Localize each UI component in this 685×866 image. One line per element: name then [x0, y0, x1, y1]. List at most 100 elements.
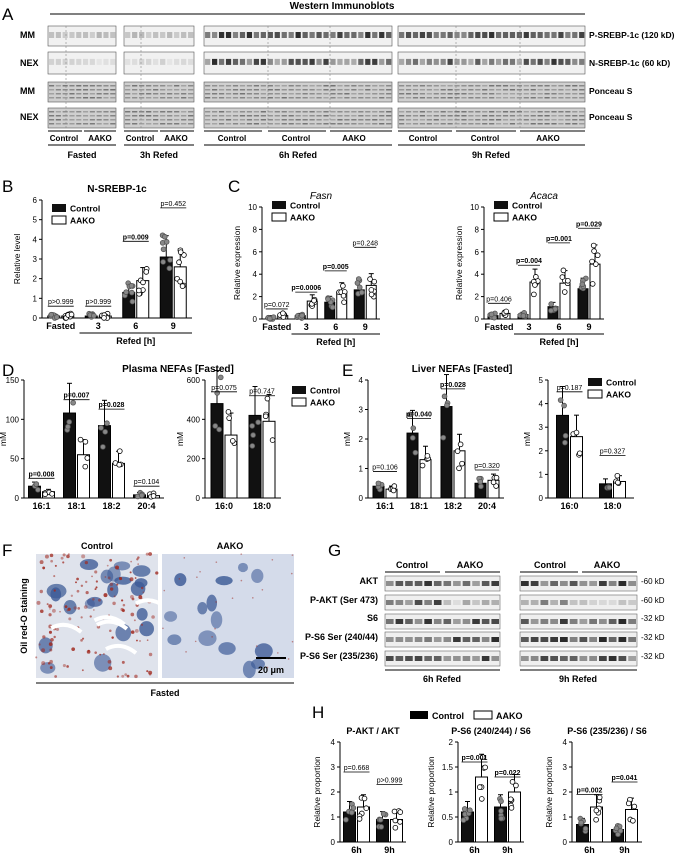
- x-axis-label: Refed [h]: [316, 337, 355, 347]
- ponceau-band: [232, 123, 239, 125]
- lipid-droplet: [70, 594, 74, 597]
- ponceau-band: [55, 115, 61, 117]
- lipid-droplet: [49, 608, 51, 610]
- ponceau-band: [167, 93, 173, 95]
- g-blot-band: [589, 581, 597, 586]
- blot-band: [405, 58, 412, 65]
- blot-band: [379, 32, 385, 38]
- ponceau-band: [516, 89, 522, 91]
- legend-label-control: Control: [310, 386, 340, 396]
- ponceau-band: [267, 111, 273, 113]
- blot-lane-block: [47, 81, 117, 103]
- lipid-droplet: [76, 577, 79, 581]
- data-point: [380, 811, 387, 817]
- ponceau-band: [274, 111, 280, 113]
- nucleus-mark: [93, 653, 112, 672]
- ponceau-band: [365, 111, 371, 113]
- blot-group-labels: Control AAKO Control AAKO Control Contro…: [50, 134, 560, 143]
- lipid-droplet: [277, 652, 279, 654]
- ponceau-band: [405, 89, 412, 91]
- x-tick-label: 16:1: [32, 501, 50, 511]
- data-point: [593, 807, 600, 814]
- nucleus-mark: [40, 662, 56, 674]
- blot-lane-block: [123, 51, 195, 75]
- ponceau-band: [419, 93, 426, 95]
- blot-band: [316, 32, 322, 38]
- ponceau-band: [253, 119, 260, 121]
- x-tick-label: Fasted: [262, 322, 291, 332]
- ponceau-band: [316, 111, 322, 113]
- ponceau-band: [496, 93, 502, 95]
- ponceau-band: [509, 97, 516, 99]
- ponceau-band: [405, 115, 412, 117]
- p-value-label: p=0.008: [29, 471, 55, 478]
- blot-band: [551, 58, 557, 65]
- panel-letter-h: H: [312, 703, 324, 722]
- ponceau-band: [372, 97, 378, 99]
- row-label-mm-2: MM: [20, 86, 35, 96]
- g-kd-3: -32 kD: [641, 614, 665, 623]
- lipid-droplet: [41, 648, 46, 653]
- lipid-droplet: [148, 552, 153, 556]
- bar-aako: [262, 420, 276, 499]
- lipid-droplet: [48, 630, 52, 634]
- ponceau-band: [69, 89, 75, 91]
- data-point: [459, 460, 465, 467]
- ponceau-band: [174, 97, 180, 99]
- ponceau-band: [218, 97, 225, 99]
- lipid-droplet: [54, 564, 57, 567]
- western-blot-grid: [47, 25, 586, 129]
- ponceau-band: [246, 111, 253, 113]
- ponceau-band: [433, 111, 439, 113]
- blot-lane-block: [397, 81, 586, 103]
- chart-title: Fasn: [310, 191, 333, 202]
- y-axis-label: Relative proportion: [312, 756, 322, 828]
- ponceau-band: [372, 85, 378, 87]
- blot-band: [260, 32, 266, 38]
- blot-lane-block: [123, 107, 195, 129]
- x-tick-label: 6h: [351, 845, 362, 855]
- blot-band: [218, 58, 225, 65]
- ponceau-band: [274, 119, 280, 121]
- lipid-droplet: [71, 647, 76, 652]
- ponceau-band: [62, 123, 68, 125]
- ponceau-band: [181, 93, 187, 95]
- p-value-label: p=0.009: [123, 234, 149, 241]
- legend-swatch-control: [272, 201, 286, 209]
- legend-swatch-control: [494, 201, 508, 209]
- y-axis-label: Relative expression: [454, 226, 464, 300]
- ponceau-band: [232, 93, 239, 95]
- blot-band: [205, 58, 211, 65]
- a-9h-control-2: Control: [471, 134, 499, 143]
- blot-band: [246, 32, 253, 38]
- g-blot-band: [453, 600, 461, 605]
- ponceau-band: [405, 85, 412, 87]
- data-point: [562, 439, 568, 446]
- ponceau-band: [96, 111, 102, 113]
- blot-band: [399, 32, 405, 38]
- ponceau-band: [502, 93, 509, 95]
- ponceau-band: [468, 111, 474, 113]
- g-blot-band: [540, 619, 549, 624]
- ponceau-band: [212, 85, 218, 87]
- blot-band: [232, 58, 239, 65]
- ponceau-band: [212, 111, 218, 113]
- g-blot-band: [481, 656, 490, 661]
- blot-band: [49, 32, 55, 38]
- lipid-droplet: [183, 557, 186, 559]
- data-point: [140, 279, 146, 286]
- ponceau-band: [153, 123, 159, 125]
- g-blot-band: [589, 637, 597, 642]
- panel-letter-a: A: [2, 5, 14, 24]
- ponceau-band: [89, 97, 95, 99]
- ponceau-band: [468, 85, 474, 87]
- ponceau-band: [412, 97, 419, 99]
- ponceau-band: [351, 85, 357, 87]
- h-legend: Control AAKO: [410, 710, 523, 721]
- data-point: [390, 487, 397, 494]
- ponceau-band: [365, 123, 371, 125]
- chart-ps6-240: 0 0.5 1 1.5 2 6h p=0.001 9h p=0.022 Relative prop…: [426, 726, 531, 855]
- ponceau-band: [468, 97, 474, 99]
- ponceau-band: [386, 97, 392, 99]
- ponceau-band: [330, 89, 336, 91]
